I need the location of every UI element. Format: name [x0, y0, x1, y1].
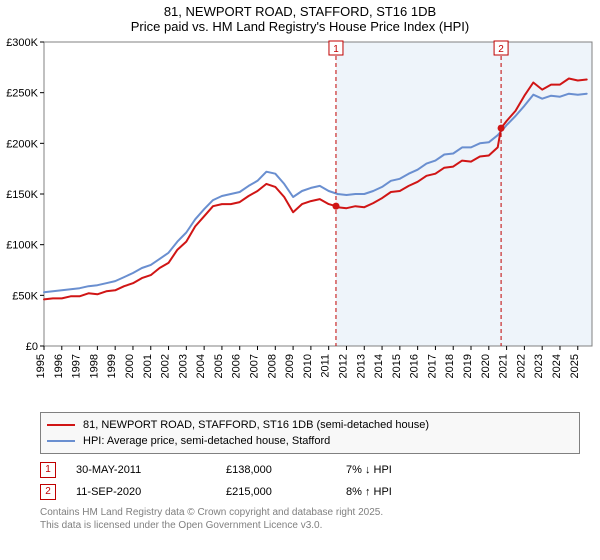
xtick-label: 2001 [142, 354, 154, 378]
xtick-label: 2018 [444, 354, 456, 378]
footer-line-2: This data is licensed under the Open Gov… [40, 519, 580, 532]
xtick-label: 2010 [302, 354, 314, 378]
xtick-label: 2024 [551, 354, 563, 378]
xtick-label: 2007 [249, 354, 261, 378]
xtick-label: 1997 [71, 354, 83, 378]
xtick-label: 1999 [106, 354, 118, 378]
ytick-label: £300K [6, 37, 38, 49]
marker-badge-text-2: 2 [498, 44, 504, 55]
sale-point-1 [332, 203, 339, 210]
xtick-label: 2002 [160, 354, 172, 378]
marker-badge-1: 1 [40, 462, 56, 478]
marker-diff-1: 7% ↓ HPI [346, 464, 580, 476]
marker-date-2: 11-SEP-2020 [76, 486, 226, 498]
marker-date-1: 30-MAY-2011 [76, 464, 226, 476]
chart-svg: £0 £50K £100K £150K £200K £250K £300K 1995 1996 1… [0, 36, 600, 406]
ytick-label: £150K [6, 189, 38, 201]
xtick-label: 2017 [426, 354, 438, 378]
xtick-label: 2005 [213, 354, 225, 378]
marker-diff-2: 8% ↑ HPI [346, 486, 580, 498]
xtick-label: 2003 [177, 354, 189, 378]
sale-point-2 [498, 125, 505, 132]
chart-title-line2: Price paid vs. HM Land Registry's House … [0, 19, 600, 34]
legend-item-hpi: HPI: Average price, semi-detached house,… [47, 433, 573, 449]
footer-line-1: Contains HM Land Registry data © Crown c… [40, 506, 580, 519]
marker-row-2: 2 11-SEP-2020 £215,000 8% ↑ HPI [40, 484, 580, 500]
legend: 81, NEWPORT ROAD, STAFFORD, ST16 1DB (se… [40, 412, 580, 454]
xtick-label: 2006 [231, 354, 243, 378]
marker-price-1: £138,000 [226, 464, 346, 476]
legend-label-price: 81, NEWPORT ROAD, STAFFORD, ST16 1DB (se… [83, 417, 429, 433]
xtick-label: 1998 [88, 354, 100, 378]
ytick-label: £50K [12, 290, 38, 302]
chart-area: £0 £50K £100K £150K £200K £250K £300K 1995 1996 1… [0, 36, 600, 406]
legend-item-price: 81, NEWPORT ROAD, STAFFORD, ST16 1DB (se… [47, 417, 573, 433]
marker-price-2: £215,000 [226, 486, 346, 498]
xtick-label: 2009 [284, 354, 296, 378]
xtick-label: 2013 [355, 354, 367, 378]
marker-badge-2: 2 [40, 484, 56, 500]
footer: Contains HM Land Registry data © Crown c… [40, 506, 580, 532]
ytick-label: £250K [6, 88, 38, 100]
marker-row-1: 1 30-MAY-2011 £138,000 7% ↓ HPI [40, 462, 580, 478]
xtick-label: 2008 [266, 354, 278, 378]
xtick-label: 2014 [373, 354, 385, 378]
ytick-label: £200K [6, 138, 38, 150]
legend-label-hpi: HPI: Average price, semi-detached house,… [83, 433, 330, 449]
xtick-label: 1996 [53, 354, 65, 378]
xtick-label: 2000 [124, 354, 136, 378]
marker-table: 1 30-MAY-2011 £138,000 7% ↓ HPI 2 11-SEP… [40, 462, 580, 500]
chart-title-line1: 81, NEWPORT ROAD, STAFFORD, ST16 1DB [0, 4, 600, 19]
ytick-label: £0 [26, 341, 38, 353]
xtick-label: 2004 [195, 354, 207, 378]
xtick-label: 2022 [515, 354, 527, 378]
marker-badge-text-1: 1 [333, 44, 339, 55]
xtick-label: 2019 [462, 354, 474, 378]
xtick-label: 2025 [569, 354, 581, 378]
xtick-label: 2023 [533, 354, 545, 378]
xtick-label: 2021 [498, 354, 510, 378]
ytick-label: £100K [6, 240, 38, 252]
legend-swatch-price [47, 424, 75, 426]
xtick-label: 1995 [35, 354, 47, 378]
xtick-label: 2020 [480, 354, 492, 378]
legend-swatch-hpi [47, 440, 75, 442]
xtick-label: 2011 [320, 354, 332, 378]
xtick-label: 2015 [391, 354, 403, 378]
xtick-label: 2016 [409, 354, 421, 378]
shaded-band [336, 42, 592, 346]
xtick-label: 2012 [337, 354, 349, 378]
